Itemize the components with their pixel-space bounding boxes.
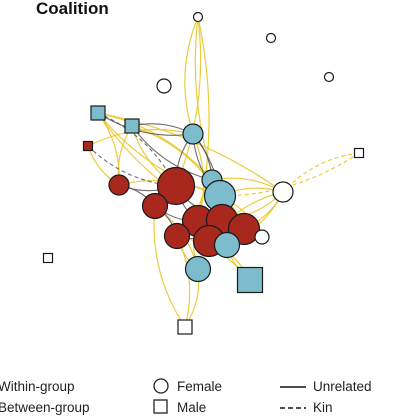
node-e xyxy=(90,105,106,121)
edge-a-h xyxy=(184,16,199,135)
node-z xyxy=(177,319,193,335)
node-i xyxy=(108,174,130,196)
legend-within-group-label: Within-group xyxy=(0,379,75,394)
legend-male-symbol xyxy=(153,399,168,414)
node-w xyxy=(42,252,54,264)
node-c xyxy=(323,71,335,83)
node-g xyxy=(82,140,94,152)
legend-kin-label: Kin xyxy=(313,400,333,415)
node-j xyxy=(156,166,196,206)
legend-unrelated-label: Unrelated xyxy=(313,379,372,394)
node-s xyxy=(163,222,191,250)
node-d xyxy=(156,78,172,94)
node-a xyxy=(192,11,204,23)
legend-female-label: Female xyxy=(177,379,223,394)
edge-z-s xyxy=(176,235,191,328)
node-h xyxy=(182,123,204,145)
node-x xyxy=(184,255,212,283)
edge-n-l xyxy=(219,152,360,197)
legend-between-group-label: Between-group xyxy=(0,400,90,415)
legend-male-label: Male xyxy=(177,400,207,415)
node-b xyxy=(265,32,277,44)
node-f xyxy=(124,118,140,134)
edge-n-m xyxy=(282,152,360,193)
edge-layer xyxy=(87,16,360,328)
chart-title: Coalition xyxy=(36,0,109,18)
edge-g-h xyxy=(87,129,194,147)
node-m xyxy=(272,181,294,203)
node-v xyxy=(254,229,270,245)
node-layer xyxy=(42,11,365,335)
legend xyxy=(153,378,306,414)
node-y xyxy=(236,266,264,294)
edge-f-k xyxy=(131,125,213,181)
legend-female-symbol xyxy=(153,378,169,394)
edge-e-h xyxy=(97,112,194,136)
node-o xyxy=(141,192,169,220)
node-n xyxy=(353,147,365,159)
edge-e-i xyxy=(97,112,120,186)
edge-z-o xyxy=(153,205,186,328)
node-u xyxy=(213,231,241,259)
